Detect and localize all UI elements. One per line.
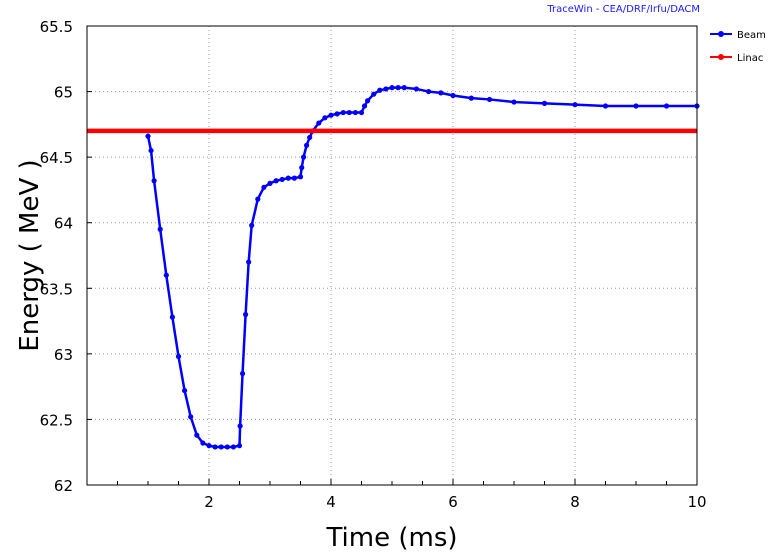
x-tick-label: 2 (204, 493, 214, 511)
series-beam-point (395, 85, 401, 91)
y-tick-label: 65 (54, 84, 73, 102)
series-beam-point (468, 95, 474, 101)
series-beam-point (218, 444, 224, 450)
x-axis-title: Time (ms) (325, 523, 457, 552)
series-beam-line (146, 86, 697, 449)
legend-swatch-marker (718, 54, 724, 60)
series-beam-point (487, 96, 493, 103)
x-tick-label: 10 (687, 493, 706, 511)
series-beam-point (389, 85, 395, 91)
y-tick-label: 63.5 (40, 280, 73, 298)
series-beam-point (365, 98, 371, 104)
legend-label: Beam (737, 30, 766, 41)
series-beam-point (300, 154, 307, 160)
series-beam-point (340, 109, 346, 116)
series-beam-point (236, 443, 243, 449)
series-beam-point (316, 120, 322, 126)
series-beam-point (334, 111, 340, 117)
legend-item-beam[interactable]: Beam (710, 30, 766, 41)
series-beam-point (148, 147, 154, 154)
series-beam-point (297, 174, 304, 180)
series-beam-point (175, 353, 182, 360)
series-beam-point (377, 87, 383, 93)
ticks: 2 4 6 8 10 62 62.5 63 63.5 64 64.5 65 65.5 (40, 18, 707, 511)
series-layer (87, 85, 700, 450)
series-beam-point (237, 423, 243, 429)
series-beam-point (267, 180, 273, 186)
series-beam-point (346, 109, 352, 116)
series-beam-point (322, 115, 328, 121)
legend-item-linac[interactable]: Linac (710, 53, 763, 64)
series-beam-point (413, 86, 419, 92)
series-beam-point (151, 178, 157, 184)
series-beam-point (169, 314, 175, 320)
series-beam-point (145, 133, 151, 139)
series-beam-point (261, 184, 267, 190)
series-beam-point (182, 387, 188, 394)
series-beam-point (328, 112, 334, 118)
x-tick-label: 8 (570, 493, 580, 511)
series-beam-point (383, 86, 389, 92)
series-beam-point (541, 100, 548, 106)
series-beam-point (572, 102, 578, 108)
series-beam-point (401, 85, 407, 91)
series-beam-point (352, 109, 358, 116)
legend-label: Linac (737, 53, 763, 64)
series-beam-point (200, 440, 206, 446)
series-beam-point (243, 311, 249, 318)
y-tick-label: 64 (54, 215, 73, 233)
y-tick-label: 64.5 (40, 149, 73, 167)
series-beam-point (633, 103, 639, 109)
series-beam-point (358, 109, 365, 116)
series-beam-point (249, 222, 255, 228)
series-beam-point (299, 165, 305, 171)
y-tick-label: 65.5 (40, 18, 73, 36)
series-beam-point (291, 175, 297, 181)
y-tick-label: 63 (54, 346, 73, 364)
y-tick-label: 62 (54, 477, 73, 495)
plot-frame (86, 25, 698, 486)
y-tick-label: 62.5 (40, 411, 73, 429)
series-beam-point (511, 99, 517, 105)
series-beam-point (230, 444, 236, 450)
series-beam-point (239, 370, 246, 377)
series-beam-point (212, 444, 218, 450)
grid (87, 26, 697, 485)
series-beam-point (371, 91, 377, 97)
series-beam-point (450, 92, 456, 99)
series-beam-point (224, 444, 230, 450)
series-beam-point (246, 259, 252, 265)
credit-text: TraceWin - CEA/DRF/Irfu/DACM (546, 4, 700, 15)
series-beam-point (273, 178, 279, 184)
x-tick-label: 4 (326, 493, 336, 511)
series-beam-point (279, 176, 285, 183)
series-beam-point (188, 414, 194, 420)
series-beam-point (361, 103, 368, 109)
series-beam-point (194, 432, 200, 438)
y-axis-title: Energy ( MeV ) (15, 159, 45, 351)
series-beam-point (206, 443, 212, 449)
series-beam-point (285, 175, 291, 181)
series-beam-point (307, 134, 313, 141)
series-beam-point (255, 196, 261, 202)
x-tick-label: 6 (448, 493, 458, 511)
legend-swatch-marker (718, 31, 724, 37)
series-beam-point (426, 88, 432, 95)
series-beam-point (304, 142, 310, 148)
series-beam-point (663, 103, 670, 109)
series-beam-point (163, 272, 169, 278)
series-beam-point (438, 90, 444, 96)
legend[interactable]: Beam Linac (710, 30, 766, 64)
series-beam-point (602, 103, 609, 109)
series-beam-point (157, 226, 163, 232)
